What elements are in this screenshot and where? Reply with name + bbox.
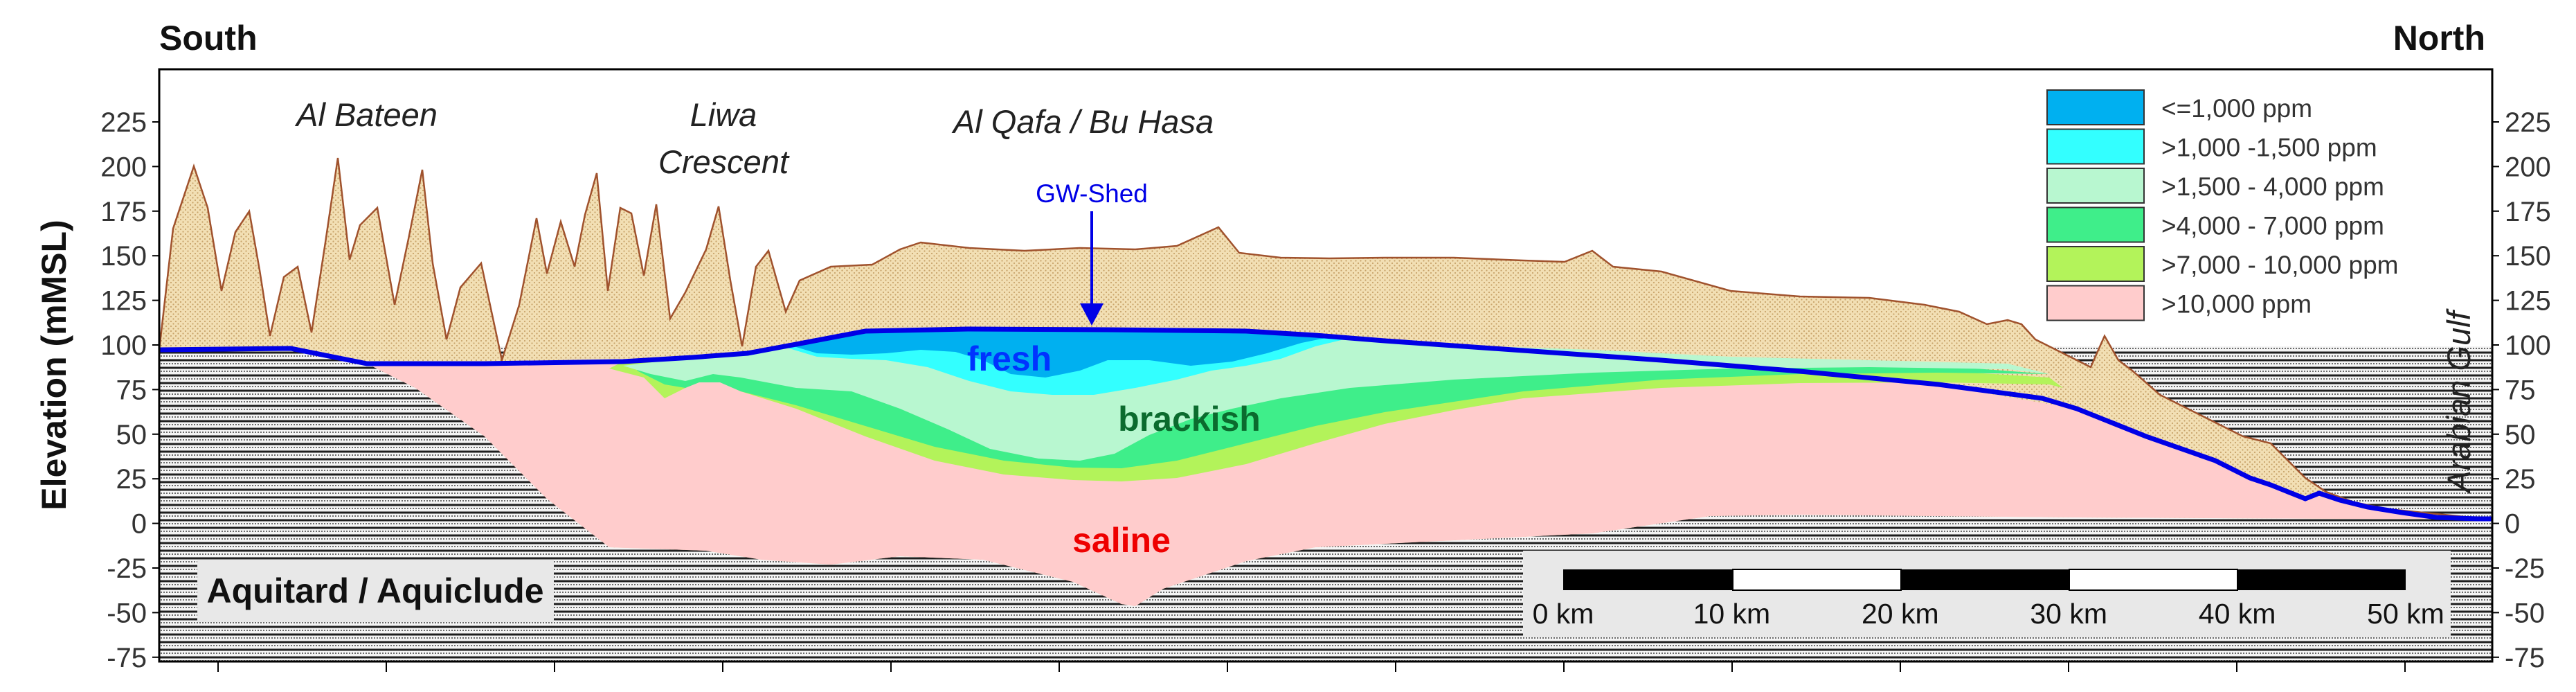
legend-swatch [2046,285,2145,321]
y-tick-label-left: 0 [132,509,147,540]
y-tick-label-left: 50 [116,420,147,450]
scale-label: 40 km [2199,598,2276,630]
direction-south: South [159,19,258,57]
label-brackish: brackish [1118,400,1261,438]
scale-bar-panel [1523,551,2451,637]
gw-shed-label: GW-Shed [1036,179,1148,208]
y-tick-label-right: -75 [2505,643,2545,673]
scale-label: 50 km [2367,598,2444,630]
legend-swatch [2046,168,2145,204]
legend: <=1,000 ppm >1,000 -1,500 ppm >1,500 - 4,0… [2046,89,2399,321]
place-al-bateen: Al Bateen [294,96,438,133]
y-tick-label-right: 0 [2505,509,2520,540]
y-tick-label-right: 25 [2505,464,2536,495]
legend-swatch [2046,206,2145,243]
plot-frame [158,68,2494,663]
y-tick-label-left: 225 [100,107,147,138]
label-aquitard: Aquitard / Aquiclude [206,571,543,610]
y-tick-label-left: -25 [107,553,147,584]
legend-label: >7,000 - 10,000 ppm [2161,251,2399,279]
scale-segment-3 [1901,569,2069,590]
scale-bar-labels: 0 km 10 km 20 km 30 km 40 km 50 km [1533,598,2444,630]
y-axis: 225 225 200 200 175 175 150 150 125 125 100 100 75 75… [100,107,2551,673]
y-tick-label-right: -25 [2505,553,2545,584]
gw-shed-arrow-head [1080,303,1104,326]
y-tick-label-left: 200 [100,152,147,182]
y-axis-title: Elevation (mMSL) [35,220,73,510]
y-tick-label-left: -50 [107,598,147,628]
y-tick-label-right: 150 [2505,241,2551,272]
y-tick-label-right: 125 [2505,286,2551,317]
place-al-qafa: Al Qafa / Bu Hasa [951,103,1214,140]
direction-north: North [2393,19,2485,57]
aquitard-label-panel [197,560,554,622]
scale-segment-1 [1563,569,1733,590]
y-tick-label-right: 75 [2505,375,2536,405]
scale-segment-2 [1732,569,1902,591]
y-tick-label-left: 175 [100,197,147,227]
scale-label: 0 km [1533,598,1594,630]
y-tick-label-right: 225 [2505,107,2551,138]
place-liwa-line2: Crescent [658,143,790,180]
scale-segment-4 [2069,569,2238,591]
x-axis-ticks [217,662,2406,672]
legend-label: >1,000 -1,500 ppm [2161,134,2377,162]
label-fresh: fresh [967,339,1052,378]
y-tick-label-right: 50 [2505,420,2536,450]
y-tick-label-left: 125 [100,286,147,317]
legend-label: >4,000 - 7,000 ppm [2161,212,2384,240]
place-liwa-line1: Liwa [690,96,757,133]
legend-label: >1,500 - 4,000 ppm [2161,172,2384,201]
scale-label: 30 km [2030,598,2107,630]
y-tick-label-right: 100 [2505,330,2551,361]
legend-label: >10,000 ppm [2161,290,2312,319]
scale-label: 10 km [1693,598,1771,630]
scale-label: 20 km [1862,598,1939,630]
y-tick-label-left: 25 [116,464,147,495]
y-tick-label-left: 100 [100,330,147,361]
y-tick-label-right: -50 [2505,598,2545,628]
zone-under-1000 [789,327,1329,378]
legend-swatch [2046,246,2145,282]
y-tick-label-right: 200 [2505,152,2551,182]
y-tick-label-left: 75 [116,375,147,405]
y-tick-label-right: 175 [2505,197,2551,227]
legend-swatch [2046,89,2145,125]
y-tick-label-left: -75 [107,643,147,673]
water-table-line [159,326,2492,522]
place-arabian-gulf: Arabian Gulf [2440,308,2477,494]
legend-label: <=1,000 ppm [2161,94,2312,123]
legend-swatch [2046,128,2145,165]
y-tick-label-left: 150 [100,241,147,272]
label-saline: saline [1072,521,1171,560]
scale-segment-5 [2237,569,2406,590]
